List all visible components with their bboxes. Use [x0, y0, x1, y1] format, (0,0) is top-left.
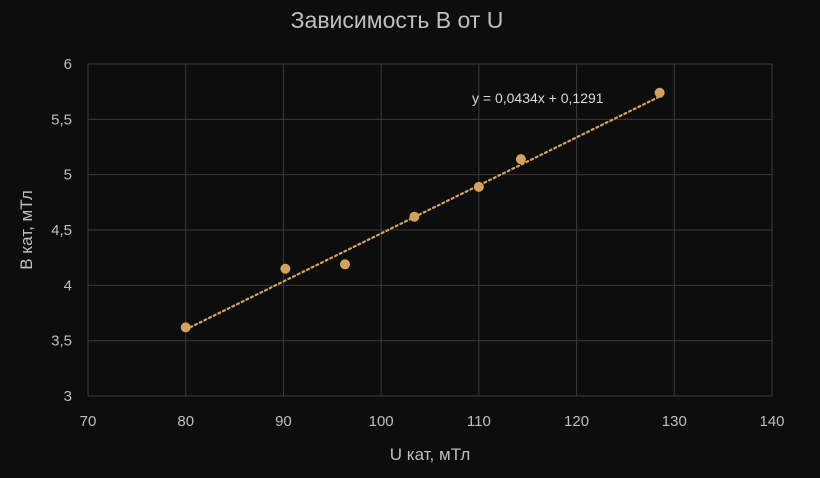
data-point: [515, 154, 526, 165]
y-tick-label: 5,5: [51, 111, 72, 128]
data-point: [180, 322, 191, 333]
x-tick-label: 90: [275, 413, 292, 430]
y-tick-label: 3,5: [51, 333, 72, 350]
plot-area-border: [87, 63, 773, 397]
data-points: [180, 87, 665, 333]
y-axis-label: B кат, мТл: [17, 190, 36, 270]
x-tick-label: 100: [369, 413, 394, 430]
x-tick-label: 120: [564, 413, 589, 430]
y-tick-label: 6: [64, 56, 72, 73]
y-tick-label: 4,5: [51, 222, 72, 239]
x-tick-label: 140: [759, 413, 784, 430]
data-point: [409, 211, 420, 222]
trendline: [184, 95, 661, 331]
data-point: [280, 263, 291, 274]
chart-title: Зависимость B от U: [291, 7, 504, 33]
y-axis-ticks: 3 3,5 4 4,5 5 5,5 6: [51, 56, 72, 405]
y-tick-label: 4: [64, 277, 72, 294]
y-tick-label: 5: [64, 167, 72, 184]
x-tick-label: 130: [662, 413, 687, 430]
y-tick-label: 3: [64, 388, 72, 405]
x-tick-label: 70: [80, 413, 97, 430]
x-tick-label: 110: [467, 413, 491, 430]
data-point: [339, 259, 350, 270]
trendline-equation: y = 0,0434x + 0,1291: [472, 90, 604, 106]
x-tick-label: 80: [177, 413, 194, 430]
grid-layer: [87, 63, 773, 397]
data-point: [654, 87, 665, 98]
x-axis-ticks: 70 80 90 100 110 120 130 140: [80, 413, 785, 430]
data-point: [473, 181, 484, 192]
trendline-layer: [184, 95, 661, 331]
x-axis-label: U кат, мТл: [390, 445, 470, 464]
